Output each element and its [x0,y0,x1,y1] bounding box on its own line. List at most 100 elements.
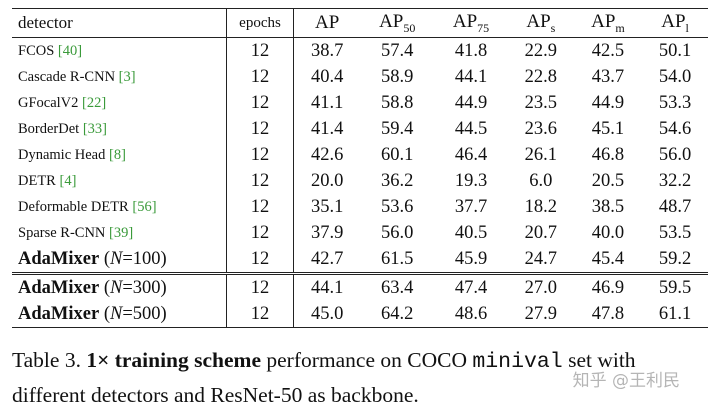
detector-name: DETR [18,172,56,189]
metric-subscript: m [615,20,625,35]
detector-cell: GFocalV2 [22] [12,90,227,116]
header-row: detector epochs AP AP50 AP75 APs APm APl [12,8,708,38]
value-cell: 46.8 [591,144,625,165]
epochs-cell: 12 [226,246,294,275]
value-cell: 58.9 [381,66,414,87]
value-cell: 27.9 [524,303,558,324]
detector-name: FCOS [18,42,55,59]
detector-cell: DETR [4] [12,168,227,194]
caption-part: Table 3. [12,348,87,372]
watermark: 知乎 @王利民 [572,371,680,391]
value-cell: 60.1 [381,144,414,165]
epochs-cell: 12 [226,168,294,194]
caption: Table 3. 1× training scheme performance … [12,344,702,412]
detector-cell: AdaMixer (N=100) [12,246,227,275]
value-cell: 20.7 [524,222,558,243]
value-cell: 22.8 [524,66,558,87]
config-part: =500) [122,303,167,324]
citation: [33] [82,120,107,137]
config-part: N [109,277,123,298]
metric-name: AP [379,10,404,32]
value-cell: 45.0 [310,303,344,324]
citation: [56] [132,198,157,215]
value-cell: 45.4 [573,246,643,275]
table-row: GFocalV2 [22] 12 41.1 58.8 44.9 23.5 44.9 53.3 [12,90,708,116]
config-part: ( [103,277,110,298]
citation: [8] [109,146,126,163]
value-cell: 24.7 [507,246,574,275]
value-cell: 63.4 [381,277,414,298]
table-row: AdaMixer (N=300) 12 44.1 63.4 47.4 27.0 46.9 59… [12,273,708,301]
detector-cell: AdaMixer (N=500) [12,301,227,328]
value-cell: 37.9 [310,222,344,243]
detector-cell: Dynamic Head [8] [12,142,227,168]
metric-subscript: l [685,20,689,35]
header-cell: APs [507,8,574,38]
value-cell: 46.4 [454,144,488,165]
detector-name: AdaMixer [18,303,100,324]
value-cell: 20.5 [591,170,625,191]
value-cell: 35.1 [310,196,344,217]
metric-subscript: 50 [403,20,416,35]
config-part: ( [103,248,110,269]
value-cell: 45.1 [591,118,625,139]
detector-name: Deformable DETR [18,198,129,215]
metric-subscript: 75 [477,20,490,35]
table-row: Dynamic Head [8] 12 42.6 60.1 46.4 26.1 46.8 56… [12,142,708,168]
epochs-cell: 12 [226,220,294,246]
value-cell: 59.5 [658,277,692,298]
config-part: =300) [122,277,167,298]
value-cell: 41.1 [310,92,344,113]
detector-cell: AdaMixer (N=300) [12,273,227,301]
detector-name: BorderDet [18,120,80,137]
value-cell: 54.0 [658,66,692,87]
value-cell: 59.2 [642,246,708,275]
value-cell: 44.5 [454,118,488,139]
caption-part: 1× training scheme [86,348,262,372]
config-part: ( [103,303,110,324]
caption-part: set with different detectors and ResNet-… [12,348,636,407]
value-cell: 40.0 [591,222,625,243]
value-cell: 58.8 [381,92,414,113]
epochs-cell: 12 [226,142,294,168]
detector-cell: Deformable DETR [56] [12,194,227,220]
value-cell: 53.5 [658,222,692,243]
value-cell: 43.7 [591,66,625,87]
citation: [40] [57,42,83,59]
metric-name: AP [591,10,616,32]
detector-cell: Sparse R-CNN [39] [12,220,227,246]
value-cell: 44.1 [310,277,344,298]
value-cell: 56.0 [658,144,692,165]
table-row: Cascade R-CNN [3] 12 40.4 58.9 44.1 22.8 43.7 5… [12,64,708,90]
value-cell: 42.5 [591,40,625,61]
value-cell: 47.8 [591,303,625,324]
detector-cell: FCOS [40] [12,37,227,64]
value-cell: 59.4 [381,118,414,139]
value-cell: 42.7 [293,246,361,275]
header-cell: epochs [226,8,294,38]
table-row: DETR [4] 12 20.0 36.2 19.3 6.0 20.5 32.2 [12,168,708,194]
epochs-cell: 12 [226,194,294,220]
table-row: BorderDet [33] 12 41.4 59.4 44.5 23.6 45.1 54.6 [12,116,708,142]
metric-name: AP [526,10,551,32]
header-cell: AP75 [434,8,508,38]
value-cell: 44.9 [591,92,625,113]
value-cell: 48.6 [454,303,488,324]
caption-part: minival [472,350,563,374]
citation: [39] [109,224,134,241]
value-cell: 41.8 [454,40,488,61]
value-cell: 57.4 [381,40,414,61]
detector-cell: BorderDet [33] [12,116,227,142]
config-part: N [109,303,123,324]
value-cell: 44.1 [454,66,488,87]
metric-name: AP [452,10,478,32]
detector-name: GFocalV2 [18,94,79,111]
detector-name: AdaMixer [18,248,100,269]
value-cell: 50.1 [658,40,692,61]
value-cell: 37.7 [454,196,488,217]
table-row: AdaMixer (N=500) 12 45.0 64.2 48.6 27.9 47.8 61… [12,301,708,328]
header-cell: AP50 [360,8,435,38]
metric-subscript: s [550,20,556,35]
value-cell: 53.6 [381,196,414,217]
